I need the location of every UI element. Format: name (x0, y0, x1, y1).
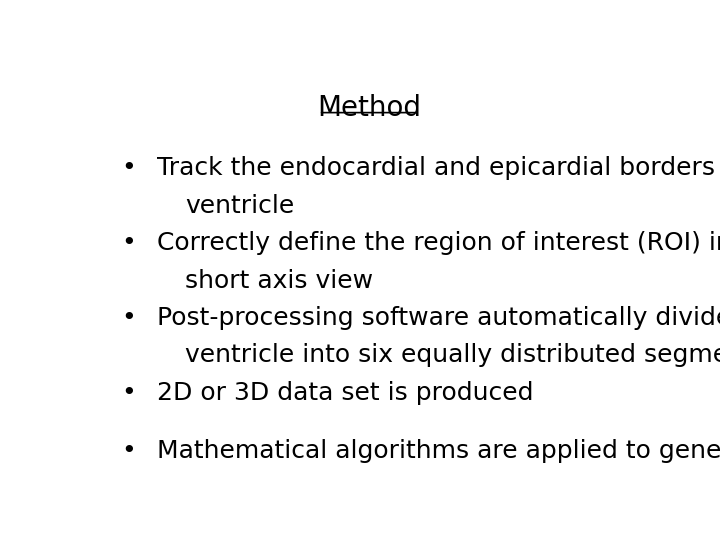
Text: short axis view: short axis view (185, 268, 373, 293)
Text: Correctly define the region of interest (ROI) in the long or: Correctly define the region of interest … (157, 231, 720, 255)
Text: •: • (122, 156, 136, 180)
Text: ventricle into six equally distributed segments: ventricle into six equally distributed s… (185, 343, 720, 367)
Text: •: • (122, 306, 136, 330)
Text: 2D or 3D data set is produced: 2D or 3D data set is produced (157, 381, 534, 405)
Text: Post-processing software automatically divides the: Post-processing software automatically d… (157, 306, 720, 330)
Text: •: • (122, 231, 136, 255)
Text: •: • (122, 381, 136, 405)
Text: Track the endocardial and epicardial borders of the left: Track the endocardial and epicardial bor… (157, 156, 720, 180)
Text: ventricle: ventricle (185, 194, 294, 218)
Text: Mathematical algorithms are applied to generate values: Mathematical algorithms are applied to g… (157, 439, 720, 463)
Text: •: • (122, 439, 136, 463)
Text: Method: Method (317, 94, 421, 122)
